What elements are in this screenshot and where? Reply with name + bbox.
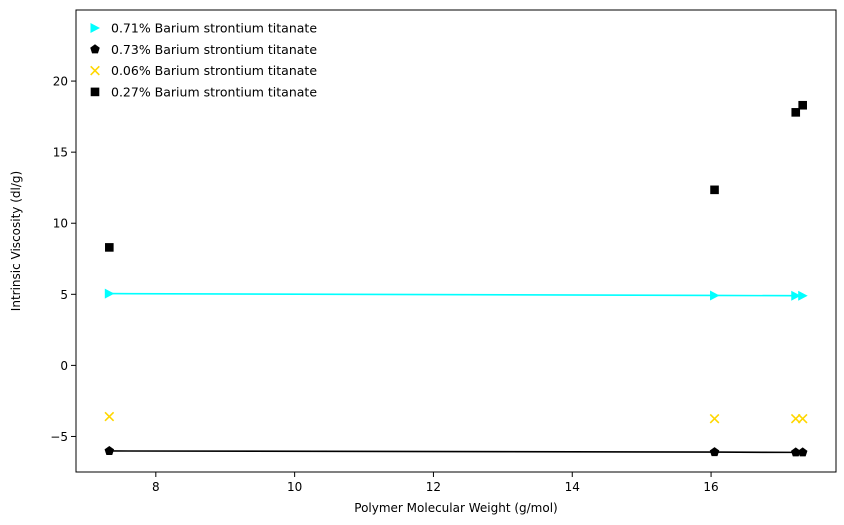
y-tick-label: 15 bbox=[53, 146, 68, 160]
x-tick-label: 8 bbox=[152, 480, 160, 494]
data-point bbox=[710, 290, 720, 301]
data-point bbox=[709, 413, 720, 424]
data-point bbox=[798, 100, 807, 110]
data-point bbox=[709, 447, 720, 457]
series-layer bbox=[104, 100, 808, 457]
legend-label: 0.71% Barium strontium titanate bbox=[111, 21, 317, 36]
series-2 bbox=[104, 411, 808, 424]
legend-marker bbox=[90, 23, 100, 33]
data-point bbox=[104, 445, 115, 456]
legend-marker bbox=[90, 87, 100, 97]
data-point bbox=[790, 447, 801, 457]
x-tick-label: 14 bbox=[565, 480, 580, 494]
series-line bbox=[109, 450, 803, 454]
data-point bbox=[104, 411, 115, 422]
data-point bbox=[798, 290, 808, 301]
data-point bbox=[790, 413, 801, 424]
y-tick-label: 10 bbox=[53, 217, 68, 231]
x-tick-label: 12 bbox=[426, 480, 441, 494]
ticks-layer: 8 10 12 14 16 −5 0 5 10 15 20 bbox=[50, 75, 718, 494]
y-axis-title: Intrinsic Viscosity (dl/g) bbox=[9, 171, 23, 311]
legend-label: 0.06% Barium strontium titanate bbox=[111, 63, 317, 78]
series-3 bbox=[105, 100, 807, 252]
y-tick-label: 5 bbox=[60, 288, 68, 302]
series-0 bbox=[104, 288, 808, 301]
data-point bbox=[104, 288, 115, 299]
legend-marker bbox=[90, 44, 100, 54]
legend-label: 0.27% Barium strontium titanate bbox=[111, 84, 317, 99]
data-point bbox=[105, 243, 114, 252]
legend-marker bbox=[90, 65, 100, 76]
y-tick-label: 0 bbox=[60, 359, 68, 373]
x-tick-label: 16 bbox=[703, 480, 718, 494]
data-point bbox=[797, 413, 808, 424]
plot-frame bbox=[75, 9, 837, 473]
legend-label: 0.73% Barium strontium titanate bbox=[111, 42, 317, 57]
data-point bbox=[710, 185, 719, 195]
series-1 bbox=[104, 445, 808, 457]
x-tick-label: 10 bbox=[287, 480, 302, 494]
data-point bbox=[791, 108, 801, 117]
y-tick-label: 20 bbox=[53, 75, 68, 89]
data-point bbox=[791, 290, 801, 301]
data-point bbox=[797, 447, 808, 457]
x-axis-title: Polymer Molecular Weight (g/mol) bbox=[354, 501, 557, 515]
legend: 0.71% Barium strontium titanate 0.73% Bar… bbox=[90, 21, 317, 99]
y-tick-label: −5 bbox=[50, 430, 68, 444]
series-line bbox=[109, 292, 803, 297]
